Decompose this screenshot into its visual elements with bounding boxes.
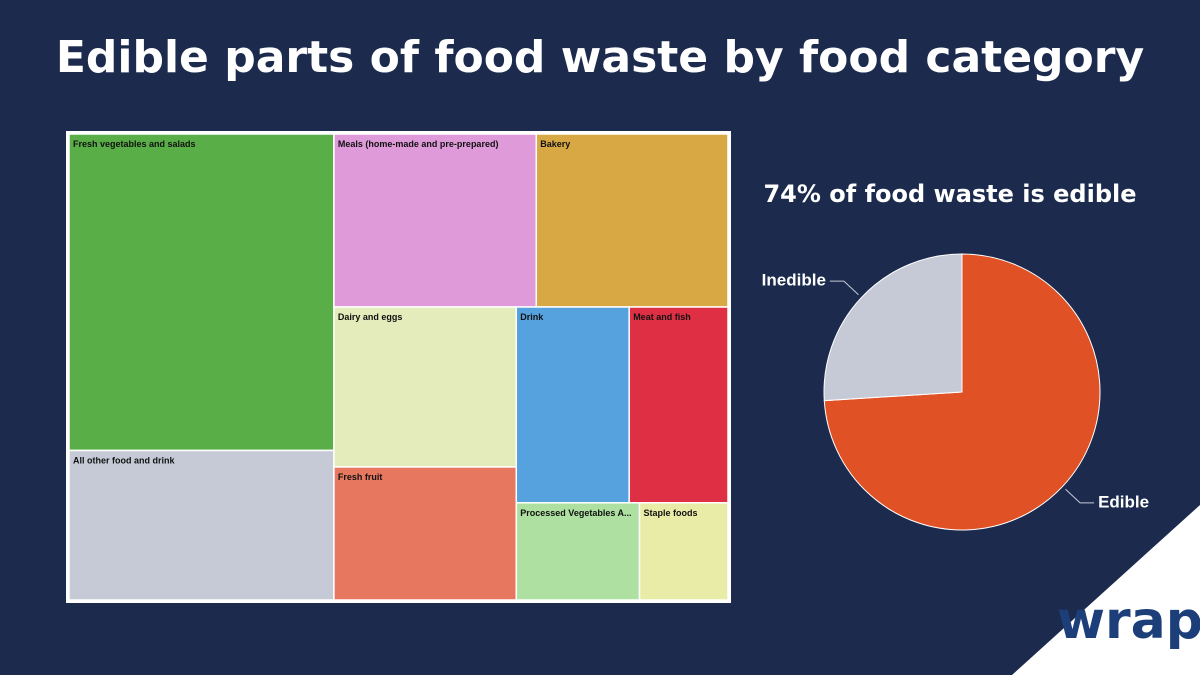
tile-label: Drink — [520, 312, 544, 322]
treemap-tile — [638, 502, 729, 601]
treemap-tile — [333, 306, 518, 468]
treemap-tile — [68, 133, 335, 452]
tile-label: Meat and fish — [633, 312, 691, 322]
tile-label: Fresh fruit — [338, 472, 383, 482]
pie-title: 74% of food waste is edible — [763, 180, 1136, 208]
treemap-tile — [68, 449, 335, 601]
tile-label: Staple foods — [644, 508, 698, 518]
tile-label: Meals (home-made and pre-prepared) — [338, 139, 499, 149]
treemap-tile — [333, 133, 538, 308]
treemap-tile — [333, 466, 518, 601]
leader-line — [1065, 488, 1095, 504]
tile-label: Dairy and eggs — [338, 312, 403, 322]
treemap-tile — [515, 502, 641, 601]
slide-title: Edible parts of food waste by food categ… — [56, 32, 1144, 83]
tile-label: Fresh vegetables and salads — [73, 139, 196, 149]
treemap-tile — [535, 133, 729, 308]
logo: wrap — [1057, 591, 1200, 651]
tile-label: All other food and drink — [73, 455, 175, 465]
leader-line — [829, 280, 859, 296]
pie-label: Edible — [1098, 492, 1149, 511]
logo-corner — [1012, 505, 1200, 675]
pie-label: Inedible — [762, 271, 826, 290]
treemap-tile — [628, 306, 729, 504]
pie-slice — [823, 253, 963, 402]
tile-label: Processed Vegetables A... — [520, 508, 631, 518]
tile-label: Bakery — [540, 139, 570, 149]
treemap-tile — [515, 306, 630, 504]
